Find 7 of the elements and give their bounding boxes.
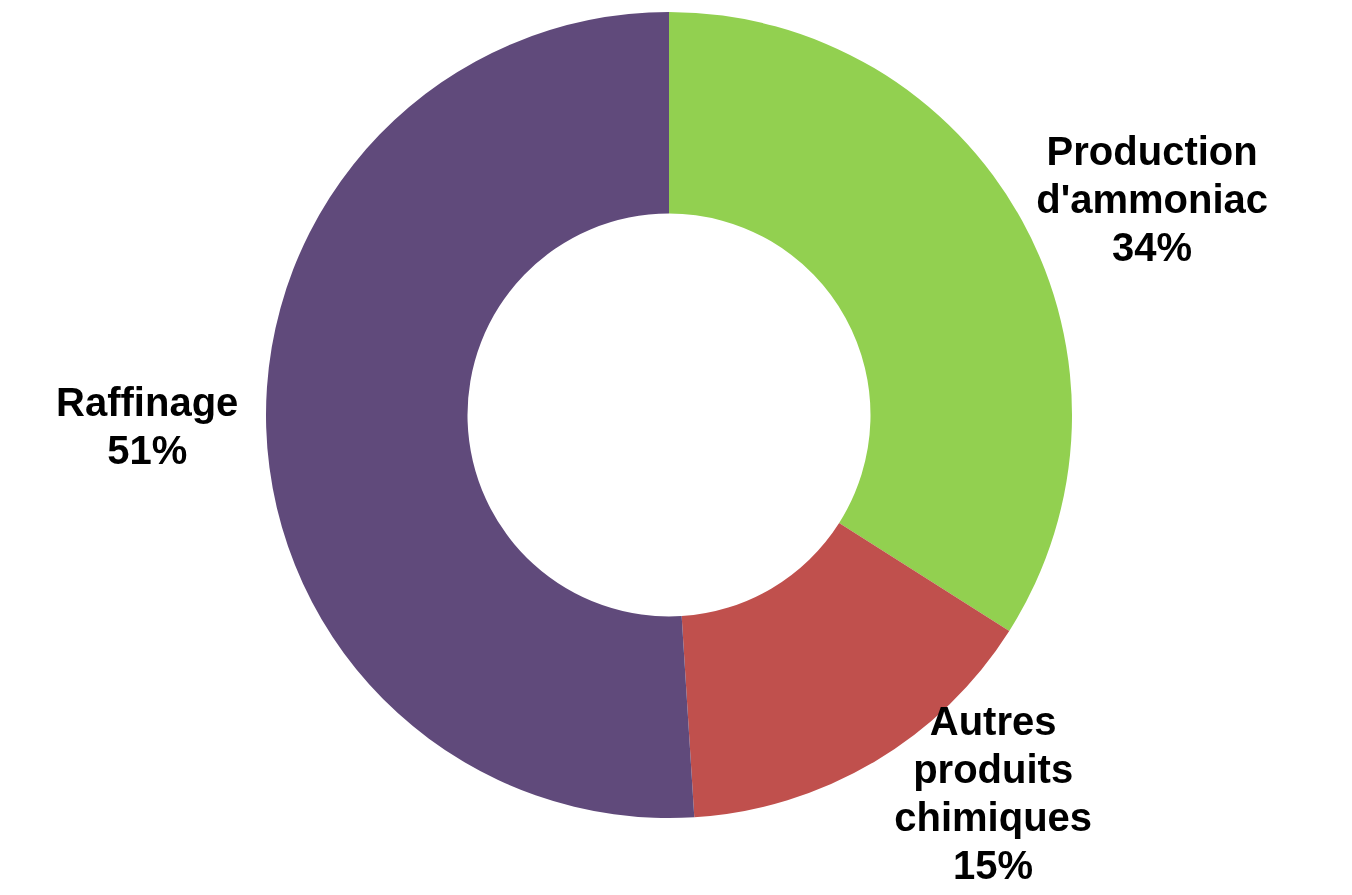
slice-label: Autres produits chimiques	[894, 698, 1093, 839]
data-label: 34%	[1112, 224, 1193, 269]
donut-slice	[266, 12, 695, 818]
data-label: 51%	[107, 427, 188, 472]
slice-label: Raffinage	[56, 379, 239, 424]
data-label: 15%	[953, 842, 1034, 887]
slice-label: Production d'ammoniac	[1036, 128, 1269, 221]
